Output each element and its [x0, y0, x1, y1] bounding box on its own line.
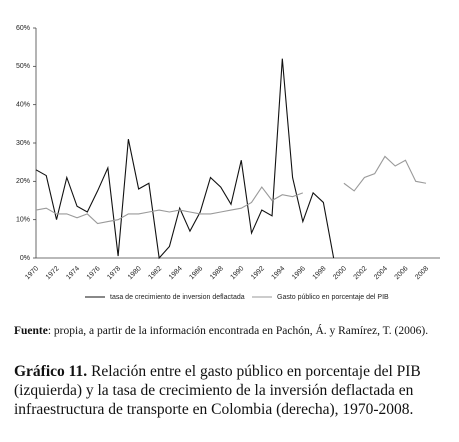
figure-label: Gráfico 11. — [14, 363, 88, 380]
x-tick-label: 2006 — [394, 265, 410, 281]
x-tick-label: 1996 — [291, 265, 307, 281]
source-text: : propia, a partir de la información enc… — [47, 325, 429, 337]
y-tick-label: 20% — [16, 178, 30, 185]
x-tick-label: 1990 — [229, 265, 245, 281]
x-tick-label: 1972 — [45, 265, 61, 281]
legend-label: Gasto público en porcentaje del PIB — [277, 294, 389, 301]
source-note: Fuente: propia, a partir de la informaci… — [14, 322, 446, 340]
y-tick-label: 40% — [16, 102, 30, 109]
x-tick-label: 2004 — [373, 265, 389, 281]
legend-label: tasa de crecimiento de inversion deflact… — [110, 294, 245, 301]
figure-text: Relación entre el gasto público en porce… — [14, 363, 421, 418]
y-tick-label: 0% — [20, 255, 30, 262]
y-tick-label: 50% — [16, 63, 30, 70]
x-tick-label: 1998 — [312, 265, 328, 281]
chart: 0% 10% 20% 30% 40% 50% 60% 1970 1972 1974 1976 1978… — [16, 25, 440, 301]
x-tick-label: 1982 — [147, 265, 163, 281]
figure-caption: Gráfico 11. Relación entre el gasto públ… — [14, 362, 446, 419]
y-tick-label: 10% — [16, 217, 30, 224]
series-line — [35, 155, 427, 225]
x-tick-label: 1970 — [24, 265, 40, 281]
x-tick-label: 2000 — [332, 265, 348, 281]
x-tick-label: 1994 — [270, 265, 286, 281]
y-tick-label: 60% — [16, 25, 30, 32]
x-tick-label: 1986 — [188, 265, 204, 281]
x-tick-label: 2002 — [353, 265, 369, 281]
x-tick-label: 2008 — [414, 265, 430, 281]
x-tick-label: 1984 — [168, 265, 184, 281]
x-tick-label: 1992 — [250, 265, 266, 281]
x-tick-label: 1988 — [209, 265, 225, 281]
x-tick-label: 1978 — [106, 265, 122, 281]
y-tick-label: 30% — [16, 140, 30, 147]
x-tick-label: 1976 — [86, 265, 102, 281]
series-line — [35, 58, 335, 260]
x-tick-label: 1980 — [127, 265, 143, 281]
x-tick-label: 1974 — [65, 265, 81, 281]
source-label: Fuente — [14, 325, 48, 337]
